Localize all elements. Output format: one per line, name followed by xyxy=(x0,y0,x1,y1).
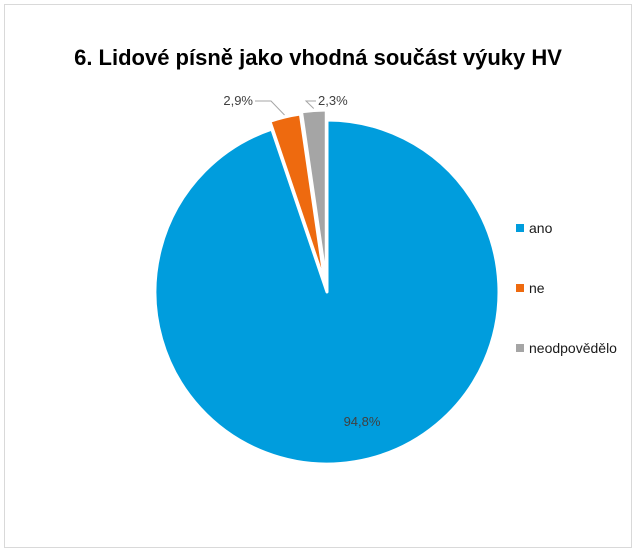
legend-item-ne: ne xyxy=(516,280,545,296)
legend-item-ano: ano xyxy=(516,220,552,236)
pie-slices xyxy=(153,108,501,466)
pie-slice-neodpovedelo xyxy=(300,108,328,284)
data-label-ano: 94,8% xyxy=(344,414,381,429)
leader-line-ne xyxy=(255,100,285,116)
legend-label-ne: ne xyxy=(529,280,545,296)
legend-label-ano: ano xyxy=(529,220,553,236)
chart-title: 6. Lidové písně jako vhodná součást výuk… xyxy=(74,45,562,70)
legend-label-neodpovedelo: neodpovědělo xyxy=(529,340,617,356)
legend-item-neodpovedelo: neodpovědělo xyxy=(516,340,617,356)
legend-swatch-ne xyxy=(516,284,524,292)
leader-line-neodpovedelo xyxy=(304,100,316,109)
legend-swatch-ano xyxy=(516,224,524,232)
leader-lines xyxy=(255,100,316,116)
pie-slice-ano xyxy=(153,118,501,466)
data-label-ne: 2,9% xyxy=(223,93,253,108)
data-labels: 94,8% 2,9% 2,3% xyxy=(223,93,381,429)
legend-swatch-neodpovedelo xyxy=(516,344,524,352)
data-label-neodpovedelo: 2,3% xyxy=(318,93,348,108)
